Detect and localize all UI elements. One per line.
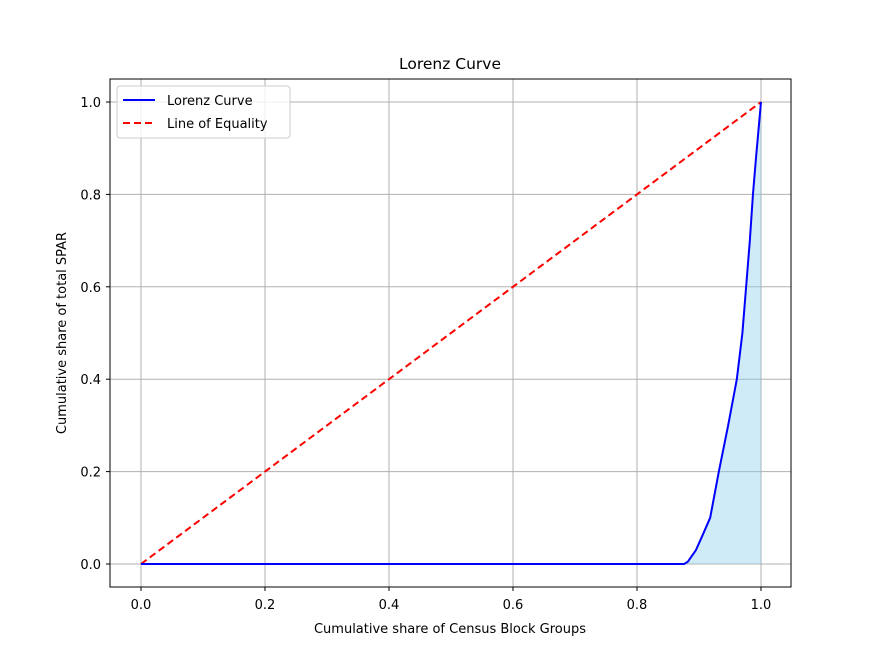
legend-box xyxy=(116,85,291,139)
y-tick-label: 0.0 xyxy=(80,558,101,573)
y-tick-label: 0.8 xyxy=(80,188,101,203)
legend-equality-label: Line of Equality xyxy=(167,117,268,132)
line-of-equality xyxy=(140,101,762,565)
x-axis-label: Cumulative share of Census Block Groups xyxy=(314,622,586,637)
x-tick-label: 0.6 xyxy=(503,598,524,613)
lorenz-curve-line xyxy=(141,101,762,565)
legend: Lorenz Curve Line of Equality xyxy=(116,85,291,139)
y-tick-label: 0.6 xyxy=(80,281,101,296)
chart-title: Lorenz Curve xyxy=(399,55,501,73)
plot-frame xyxy=(109,78,792,588)
y-axis-label: Cumulative share of total SPAR xyxy=(55,232,70,434)
y-tick-label: 0.4 xyxy=(80,373,101,388)
axis-ticks: 0.0 0.2 0.4 0.6 0.8 1.0 0.0 0.2 0.4 0.6 0.8 1.0 xyxy=(80,96,771,613)
x-tick-label: 0.4 xyxy=(379,598,400,613)
x-tick-label: 1.0 xyxy=(751,598,772,613)
y-tick-label: 0.2 xyxy=(80,466,101,481)
grid-lines xyxy=(110,79,791,587)
x-tick-label: 0.2 xyxy=(255,598,276,613)
x-tick-label: 0.8 xyxy=(627,598,648,613)
x-tick-label: 0.0 xyxy=(131,598,152,613)
y-tick-label: 1.0 xyxy=(80,96,101,111)
legend-lorenz-label: Lorenz Curve xyxy=(167,94,253,109)
